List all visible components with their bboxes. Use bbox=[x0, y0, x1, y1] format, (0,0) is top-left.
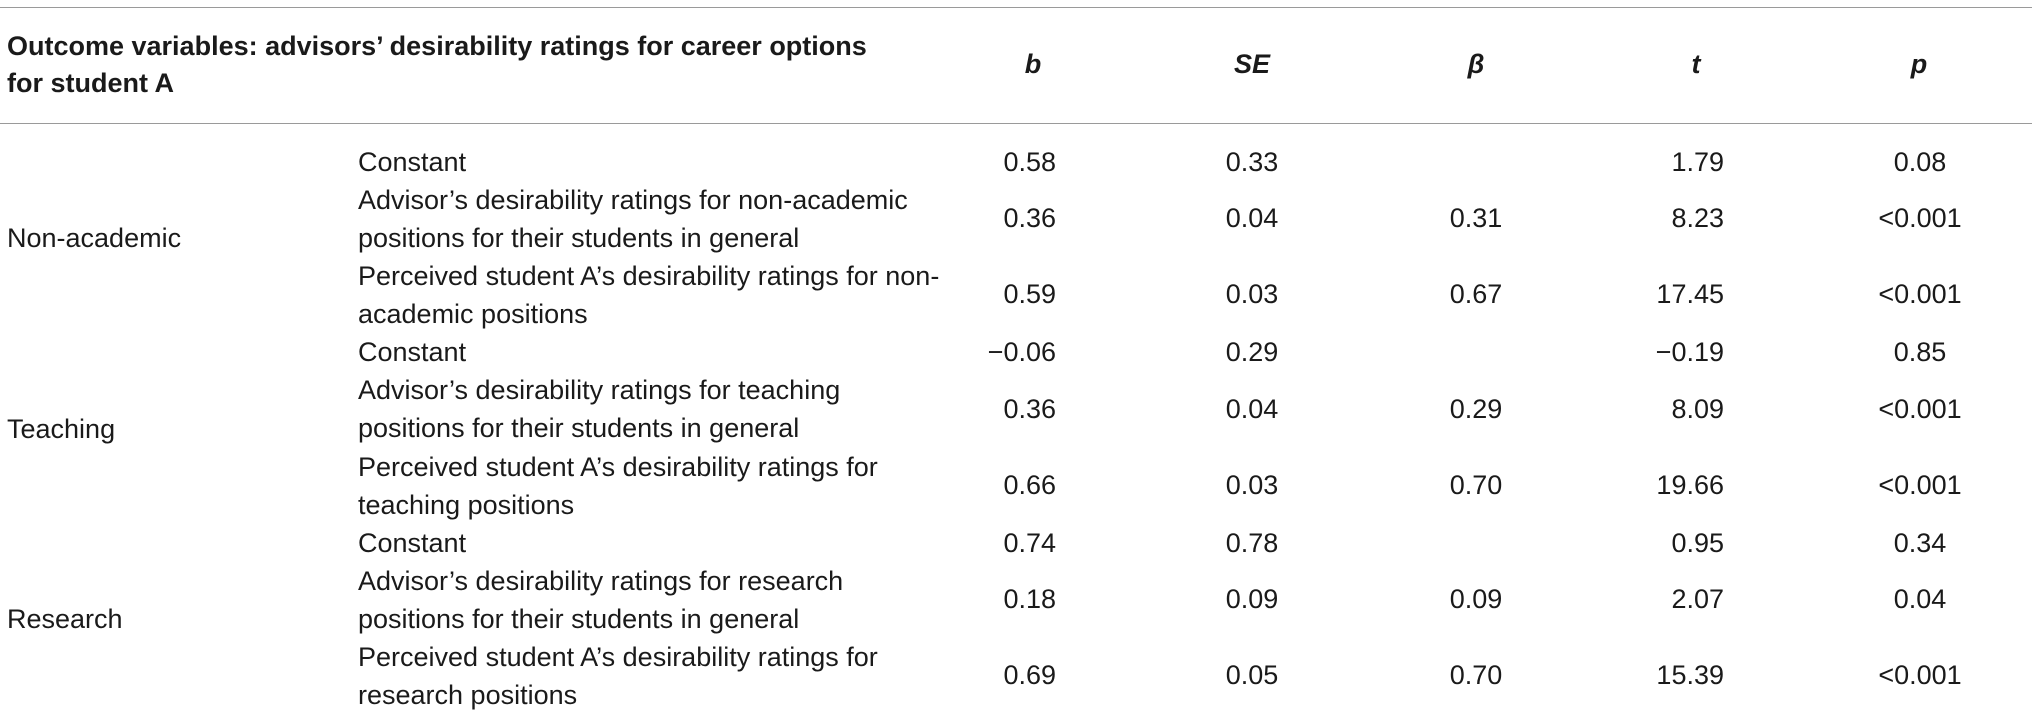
cell-b: 0.18 bbox=[1003, 584, 1056, 614]
cell-t: 1.79 bbox=[1671, 147, 1724, 177]
cell-se: 0.29 bbox=[1225, 337, 1279, 367]
cell-se: 0.05 bbox=[1225, 660, 1279, 690]
group-label-non-academic: Non-academic bbox=[7, 223, 182, 253]
cell-p: 0.04 bbox=[1893, 584, 1947, 614]
cell-beta: 0.70 bbox=[1449, 470, 1503, 500]
cell-t: 15.39 bbox=[1656, 660, 1724, 690]
cell-b: 0.69 bbox=[1003, 660, 1056, 690]
predictor-label: Advisor’s desirability ratings for non-a… bbox=[358, 185, 908, 253]
outcome-header-line2: for student A bbox=[7, 68, 174, 98]
cell-t: 8.09 bbox=[1671, 394, 1724, 424]
cell-t: 2.07 bbox=[1671, 584, 1724, 614]
cell-beta: 0.29 bbox=[1449, 394, 1503, 424]
cell-p: <0.001 bbox=[1878, 470, 1962, 500]
predictor-label: Perceived student A’s desirability ratin… bbox=[358, 452, 878, 520]
col-header-p: p bbox=[1910, 49, 1928, 79]
cell-se: 0.78 bbox=[1225, 528, 1279, 558]
cell-b: 0.74 bbox=[1003, 528, 1056, 558]
cell-t: −0.19 bbox=[1655, 337, 1724, 367]
cell-b: 0.59 bbox=[1003, 279, 1056, 309]
predictor-label: Perceived student A’s desirability ratin… bbox=[358, 261, 940, 329]
cell-se: 0.03 bbox=[1225, 470, 1279, 500]
cell-p: 0.85 bbox=[1893, 337, 1947, 367]
cell-p: <0.001 bbox=[1878, 279, 1962, 309]
cell-b: −0.06 bbox=[987, 337, 1056, 367]
cell-t: 8.23 bbox=[1671, 203, 1724, 233]
cell-t: 19.66 bbox=[1656, 470, 1724, 500]
predictor-label: Constant bbox=[358, 147, 467, 177]
cell-t: 0.95 bbox=[1671, 528, 1724, 558]
cell-se: 0.03 bbox=[1225, 279, 1279, 309]
cell-beta: 0.70 bbox=[1449, 660, 1503, 690]
predictor-label: Advisor’s desirability ratings for resea… bbox=[358, 566, 844, 634]
cell-b: 0.66 bbox=[1003, 470, 1056, 500]
cell-beta: 0.67 bbox=[1449, 279, 1503, 309]
cell-t: 17.45 bbox=[1656, 279, 1724, 309]
cell-p: <0.001 bbox=[1878, 394, 1962, 424]
cell-beta: 0.31 bbox=[1449, 203, 1503, 233]
cell-b: 0.36 bbox=[1003, 394, 1056, 424]
predictor-label: Perceived student A’s desirability ratin… bbox=[358, 642, 878, 710]
table-top-rule bbox=[0, 7, 2032, 8]
cell-se: 0.04 bbox=[1225, 203, 1279, 233]
outcome-header-line1: Outcome variables: advisors’ desirabilit… bbox=[7, 31, 867, 61]
group-label-research: Research bbox=[7, 604, 123, 634]
cell-se: 0.04 bbox=[1225, 394, 1279, 424]
header-bottom-rule bbox=[0, 123, 2032, 124]
cell-se: 0.33 bbox=[1225, 147, 1279, 177]
cell-b: 0.58 bbox=[1003, 147, 1056, 177]
group-label-teaching: Teaching bbox=[7, 414, 116, 444]
cell-beta: 0.09 bbox=[1449, 584, 1503, 614]
cell-p: 0.08 bbox=[1893, 147, 1947, 177]
cell-p: <0.001 bbox=[1878, 660, 1962, 690]
predictor-label: Advisor’s desirability ratings for teach… bbox=[358, 375, 841, 443]
cell-se: 0.09 bbox=[1225, 584, 1279, 614]
cell-b: 0.36 bbox=[1003, 203, 1056, 233]
cell-p: 0.34 bbox=[1893, 528, 1947, 558]
predictor-label: Constant bbox=[358, 528, 467, 558]
predictor-label: Constant bbox=[358, 337, 467, 367]
col-header-b: b bbox=[1024, 49, 1042, 79]
col-header-beta: β bbox=[1467, 49, 1485, 79]
col-header-se: SE bbox=[1233, 49, 1271, 79]
cell-p: <0.001 bbox=[1878, 203, 1962, 233]
col-header-t: t bbox=[1691, 49, 1701, 79]
